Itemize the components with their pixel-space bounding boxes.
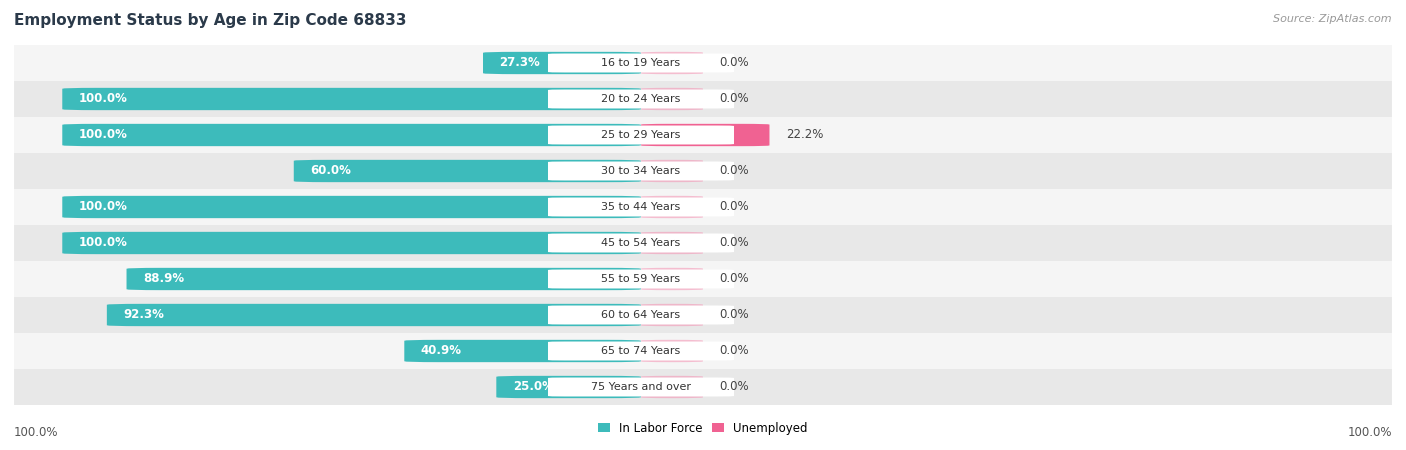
Text: 55 to 59 Years: 55 to 59 Years xyxy=(602,274,681,284)
FancyBboxPatch shape xyxy=(641,304,703,326)
Text: 100.0%: 100.0% xyxy=(79,129,128,141)
Text: 27.3%: 27.3% xyxy=(499,57,540,69)
Text: 75 Years and over: 75 Years and over xyxy=(591,382,690,392)
Text: 40.9%: 40.9% xyxy=(420,345,461,357)
Text: 0.0%: 0.0% xyxy=(720,93,749,105)
Text: 0.0%: 0.0% xyxy=(720,309,749,321)
Text: 0.0%: 0.0% xyxy=(720,381,749,393)
Text: 0.0%: 0.0% xyxy=(720,345,749,357)
FancyBboxPatch shape xyxy=(14,297,1392,333)
Text: Employment Status by Age in Zip Code 68833: Employment Status by Age in Zip Code 688… xyxy=(14,14,406,28)
FancyBboxPatch shape xyxy=(14,261,1392,297)
FancyBboxPatch shape xyxy=(548,234,734,252)
FancyBboxPatch shape xyxy=(641,88,703,110)
FancyBboxPatch shape xyxy=(548,270,734,288)
Text: 25.0%: 25.0% xyxy=(513,381,554,393)
Text: 22.2%: 22.2% xyxy=(786,129,824,141)
FancyBboxPatch shape xyxy=(405,340,641,362)
FancyBboxPatch shape xyxy=(641,196,703,218)
Text: 100.0%: 100.0% xyxy=(79,201,128,213)
FancyBboxPatch shape xyxy=(14,117,1392,153)
FancyBboxPatch shape xyxy=(548,162,734,180)
FancyBboxPatch shape xyxy=(641,268,703,290)
Legend: In Labor Force, Unemployed: In Labor Force, Unemployed xyxy=(593,417,813,440)
Text: 100.0%: 100.0% xyxy=(79,237,128,249)
FancyBboxPatch shape xyxy=(548,342,734,360)
Text: 35 to 44 Years: 35 to 44 Years xyxy=(602,202,681,212)
Text: 0.0%: 0.0% xyxy=(720,273,749,285)
Text: 92.3%: 92.3% xyxy=(124,309,165,321)
Text: 0.0%: 0.0% xyxy=(720,201,749,213)
Text: 100.0%: 100.0% xyxy=(1347,426,1392,438)
FancyBboxPatch shape xyxy=(641,340,703,362)
FancyBboxPatch shape xyxy=(548,90,734,108)
FancyBboxPatch shape xyxy=(294,160,641,182)
FancyBboxPatch shape xyxy=(548,198,734,216)
Text: 0.0%: 0.0% xyxy=(720,57,749,69)
Text: 100.0%: 100.0% xyxy=(14,426,59,438)
FancyBboxPatch shape xyxy=(548,378,734,396)
FancyBboxPatch shape xyxy=(107,304,641,326)
Text: 88.9%: 88.9% xyxy=(143,273,184,285)
FancyBboxPatch shape xyxy=(641,376,703,398)
FancyBboxPatch shape xyxy=(62,124,641,146)
FancyBboxPatch shape xyxy=(127,268,641,290)
FancyBboxPatch shape xyxy=(14,333,1392,369)
FancyBboxPatch shape xyxy=(641,52,703,74)
FancyBboxPatch shape xyxy=(14,153,1392,189)
Text: 100.0%: 100.0% xyxy=(79,93,128,105)
FancyBboxPatch shape xyxy=(641,124,769,146)
Text: 16 to 19 Years: 16 to 19 Years xyxy=(602,58,681,68)
Text: 60.0%: 60.0% xyxy=(311,165,352,177)
Text: 25 to 29 Years: 25 to 29 Years xyxy=(602,130,681,140)
FancyBboxPatch shape xyxy=(641,232,703,254)
Text: 30 to 34 Years: 30 to 34 Years xyxy=(602,166,681,176)
Text: 0.0%: 0.0% xyxy=(720,237,749,249)
FancyBboxPatch shape xyxy=(641,160,703,182)
FancyBboxPatch shape xyxy=(14,369,1392,405)
Text: 20 to 24 Years: 20 to 24 Years xyxy=(602,94,681,104)
Text: Source: ZipAtlas.com: Source: ZipAtlas.com xyxy=(1274,14,1392,23)
Text: 0.0%: 0.0% xyxy=(720,165,749,177)
FancyBboxPatch shape xyxy=(14,225,1392,261)
Text: 65 to 74 Years: 65 to 74 Years xyxy=(602,346,681,356)
FancyBboxPatch shape xyxy=(548,306,734,324)
Text: 45 to 54 Years: 45 to 54 Years xyxy=(602,238,681,248)
FancyBboxPatch shape xyxy=(62,88,641,110)
FancyBboxPatch shape xyxy=(496,376,641,398)
FancyBboxPatch shape xyxy=(548,126,734,144)
FancyBboxPatch shape xyxy=(14,45,1392,81)
FancyBboxPatch shape xyxy=(14,81,1392,117)
FancyBboxPatch shape xyxy=(14,189,1392,225)
FancyBboxPatch shape xyxy=(548,54,734,72)
FancyBboxPatch shape xyxy=(484,52,641,74)
FancyBboxPatch shape xyxy=(62,196,641,218)
FancyBboxPatch shape xyxy=(62,232,641,254)
Text: 60 to 64 Years: 60 to 64 Years xyxy=(602,310,681,320)
